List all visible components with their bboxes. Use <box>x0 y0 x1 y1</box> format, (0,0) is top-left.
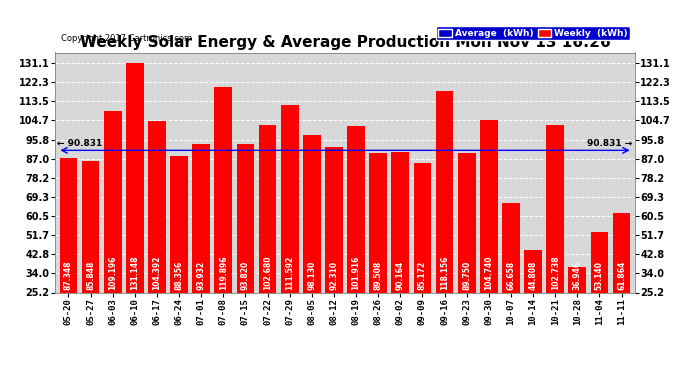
Text: 90.164: 90.164 <box>396 261 405 290</box>
Bar <box>480 120 497 292</box>
Text: 109.196: 109.196 <box>108 256 117 290</box>
Text: 90.831 →: 90.831 → <box>587 139 633 148</box>
Bar <box>237 144 255 292</box>
Text: 93.932: 93.932 <box>197 261 206 290</box>
Bar <box>81 161 99 292</box>
Text: 87.348: 87.348 <box>64 261 73 290</box>
Bar <box>170 156 188 292</box>
Bar <box>569 267 586 292</box>
Text: 85.848: 85.848 <box>86 261 95 290</box>
Bar <box>347 126 365 292</box>
Bar <box>325 147 343 292</box>
Bar <box>369 153 387 292</box>
Text: 98.130: 98.130 <box>307 261 316 290</box>
Bar <box>303 135 321 292</box>
Text: 61.864: 61.864 <box>617 261 626 290</box>
Bar <box>104 111 121 292</box>
Bar <box>215 87 232 292</box>
Title: Weekly Solar Energy & Average Production Mon Nov 13 16:26: Weekly Solar Energy & Average Production… <box>79 35 611 50</box>
Text: 89.508: 89.508 <box>374 261 383 290</box>
Text: 53.140: 53.140 <box>595 261 604 290</box>
Text: 119.896: 119.896 <box>219 256 228 290</box>
Text: 93.820: 93.820 <box>241 261 250 290</box>
Text: 111.592: 111.592 <box>285 256 294 290</box>
Bar <box>591 232 609 292</box>
Bar <box>413 163 431 292</box>
Bar <box>391 152 409 292</box>
Text: 102.738: 102.738 <box>551 256 560 290</box>
Text: 66.658: 66.658 <box>506 261 515 290</box>
Text: 92.310: 92.310 <box>329 261 338 290</box>
Bar <box>502 203 520 292</box>
Bar <box>126 63 144 292</box>
Bar <box>193 144 210 292</box>
Text: 118.156: 118.156 <box>440 256 449 290</box>
Text: Copyright 2017 Cartronics.com: Copyright 2017 Cartronics.com <box>61 34 192 43</box>
Text: 85.172: 85.172 <box>418 261 427 290</box>
Text: 131.148: 131.148 <box>130 256 139 290</box>
Legend: Average  (kWh), Weekly  (kWh): Average (kWh), Weekly (kWh) <box>435 26 630 40</box>
Bar <box>435 91 453 292</box>
Bar <box>259 124 277 292</box>
Bar <box>613 213 631 292</box>
Text: 102.680: 102.680 <box>263 256 272 290</box>
Text: ← 90.831: ← 90.831 <box>57 139 103 148</box>
Text: 36.946: 36.946 <box>573 261 582 290</box>
Text: 89.750: 89.750 <box>462 261 471 290</box>
Bar <box>546 124 564 292</box>
Bar <box>281 105 299 292</box>
Text: 104.740: 104.740 <box>484 256 493 290</box>
Bar <box>148 121 166 292</box>
Text: 88.356: 88.356 <box>175 261 184 290</box>
Text: 44.808: 44.808 <box>529 261 538 290</box>
Bar <box>59 158 77 292</box>
Bar <box>458 153 475 292</box>
Bar <box>524 250 542 292</box>
Text: 101.916: 101.916 <box>352 256 361 290</box>
Text: 104.392: 104.392 <box>152 256 161 290</box>
